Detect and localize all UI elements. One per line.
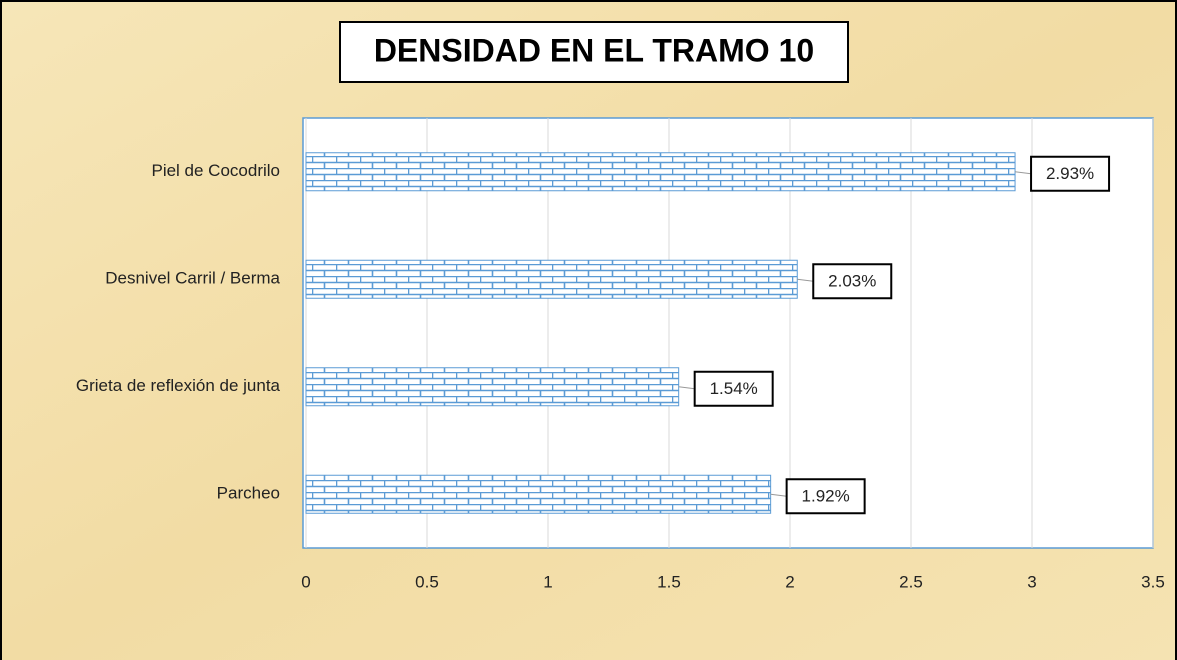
data-label-box: [812, 263, 893, 300]
data-label-box: [693, 370, 774, 407]
x-tick-label: 0.5: [415, 572, 439, 591]
x-tick-label: 1: [543, 572, 552, 591]
data-label: 2.93%: [1046, 164, 1094, 183]
data-label-box: [1030, 155, 1111, 192]
title-box: [339, 21, 849, 83]
leader-line: [797, 278, 814, 282]
y-tick-label: Grieta de reflexión de junta: [76, 376, 281, 395]
x-tick-label: 2.5: [899, 572, 923, 591]
data-label: 1.92%: [802, 487, 850, 506]
bar: [305, 367, 680, 407]
x-tick-label: 3.5: [1141, 572, 1165, 591]
data-label-box: [785, 478, 866, 515]
data-label: 2.03%: [828, 272, 876, 291]
x-tick-label: 1.5: [657, 572, 681, 591]
x-tick-label: 2: [785, 572, 794, 591]
data-label: 1.54%: [710, 379, 758, 398]
y-tick-label: Piel de Cocodrilo: [151, 161, 280, 180]
leader-line: [1014, 171, 1032, 175]
bar: [305, 259, 798, 299]
chart-title: DENSIDAD EN EL TRAMO 10: [374, 32, 814, 68]
bar: [305, 474, 772, 514]
y-tick-label: Desnivel Carril / Berma: [105, 269, 280, 288]
leader-line: [678, 386, 695, 390]
y-tick-label: Parcheo: [217, 484, 280, 503]
x-tick-label: 3: [1027, 572, 1036, 591]
leader-line: [770, 493, 787, 497]
bar: [305, 152, 1016, 192]
x-tick-label: 0: [301, 572, 310, 591]
